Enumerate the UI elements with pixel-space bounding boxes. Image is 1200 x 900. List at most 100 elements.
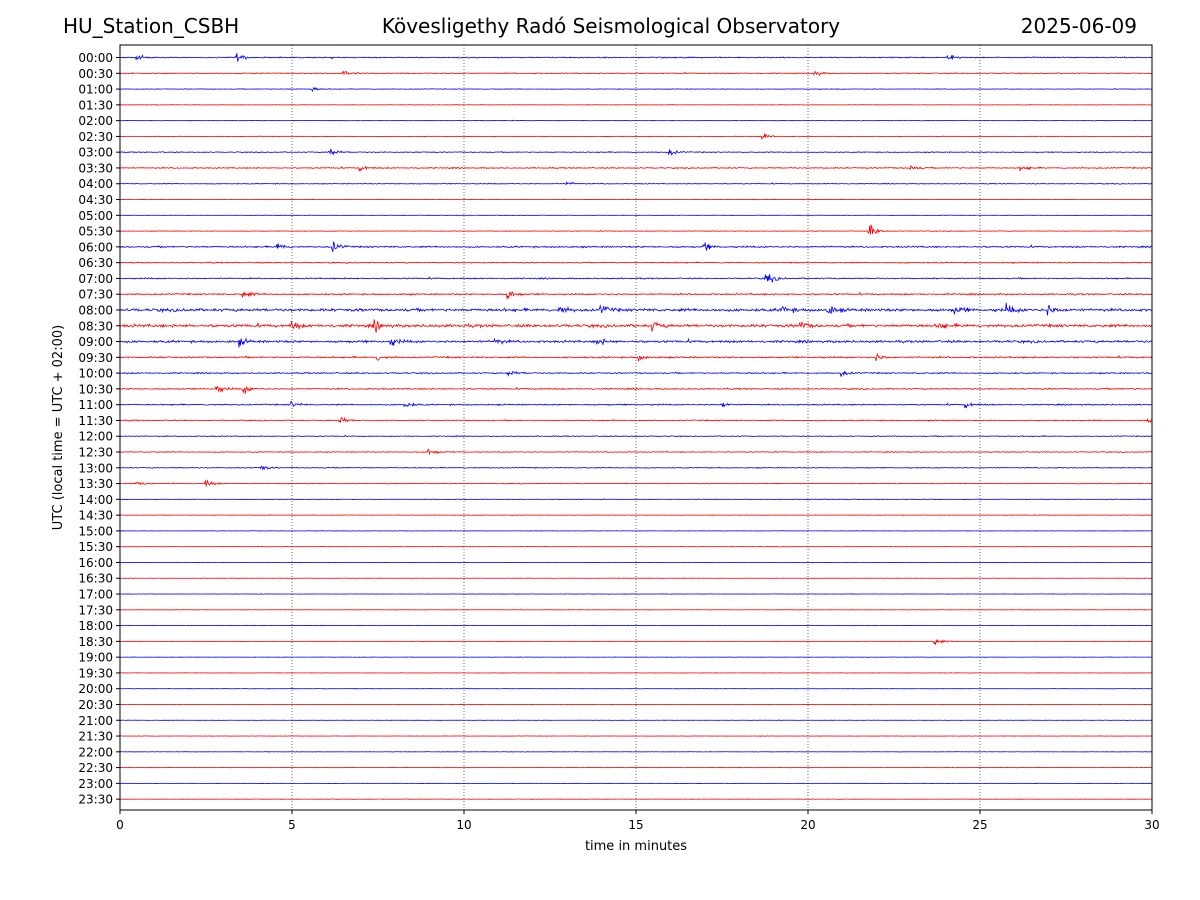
trace-row [119, 624, 1152, 627]
y-tick-label: 18:30 [78, 635, 113, 649]
y-tick-label: 04:00 [78, 177, 113, 191]
trace-row [119, 514, 1152, 516]
y-tick-label: 00:00 [78, 51, 113, 65]
y-tick-label: 07:30 [78, 288, 113, 302]
x-axis-ticks: 0 5 10 15 20 25 30 [116, 810, 1160, 832]
y-tick-label: 09:00 [78, 335, 113, 349]
trace-row [119, 240, 1152, 252]
gridlines [291, 45, 981, 810]
trace-row [119, 719, 1152, 721]
y-tick-label: 13:30 [78, 477, 113, 491]
y-tick-label: 16:30 [78, 572, 113, 586]
x-tick-label: 25 [972, 818, 987, 832]
trace-row [119, 434, 1152, 438]
trace-row [119, 133, 1152, 141]
trace-row [119, 164, 1152, 172]
trace-row [119, 416, 1152, 423]
trace-row [119, 274, 1152, 283]
y-tick-label: 03:30 [78, 161, 113, 175]
trace-row [119, 385, 1153, 394]
y-tick-label: 12:30 [78, 446, 113, 460]
y-tick-label: 01:00 [78, 83, 113, 97]
trace-row [119, 214, 1152, 217]
y-tick-label: 21:30 [78, 730, 113, 744]
y-tick-label: 18:00 [78, 619, 113, 633]
trace-row [119, 119, 1152, 122]
y-tick-label: 17:30 [78, 603, 113, 617]
trace-row [119, 750, 1152, 753]
trace-row [119, 498, 1152, 501]
y-tick-label: 06:00 [78, 240, 113, 254]
y-tick-label: 05:30 [78, 225, 113, 239]
trace-row [119, 224, 1152, 235]
trace-row [119, 319, 1153, 333]
trace-row [119, 530, 1152, 532]
y-tick-label: 22:30 [78, 761, 113, 775]
trace-row [119, 656, 1152, 658]
y-tick-label: 17:00 [78, 588, 113, 602]
y-tick-label: 20:00 [78, 682, 113, 696]
trace-row [119, 70, 1152, 77]
y-tick-label: 14:30 [78, 509, 113, 523]
y-tick-label: 15:00 [78, 524, 113, 538]
x-tick-label: 30 [1144, 818, 1159, 832]
y-tick-label: 16:00 [78, 556, 113, 570]
trace-row [119, 448, 1153, 456]
y-axis-label: UTC (local time = UTC + 02:00) [51, 325, 66, 530]
y-tick-label: 19:30 [78, 666, 113, 680]
trace-row [119, 766, 1152, 769]
trace-row [119, 353, 1153, 362]
trace-row [119, 561, 1152, 564]
trace-row [120, 672, 1152, 674]
y-tick-label: 00:30 [78, 67, 113, 81]
y-tick-label: 19:00 [78, 651, 113, 665]
y-tick-label: 20:30 [78, 698, 113, 712]
y-tick-label: 06:30 [78, 256, 113, 270]
y-tick-label: 03:00 [78, 146, 113, 160]
y-tick-label: 08:00 [78, 303, 113, 317]
trace-row [119, 703, 1152, 706]
seismic-traces [119, 53, 1153, 800]
trace-row [119, 593, 1152, 595]
y-tick-label: 23:00 [78, 777, 113, 791]
y-tick-label: 14:00 [78, 493, 113, 507]
trace-row [119, 302, 1153, 316]
y-tick-label: 11:00 [78, 398, 113, 412]
trace-row [119, 53, 1152, 63]
trace-row [119, 290, 1153, 300]
x-axis-label: time in minutes [585, 839, 687, 854]
trace-row [119, 181, 1152, 186]
x-tick-label: 10 [456, 818, 471, 832]
y-tick-label: 08:30 [78, 319, 113, 333]
y-tick-label: 15:30 [78, 540, 113, 554]
trace-row [119, 337, 1152, 348]
y-tick-label: 05:00 [78, 209, 113, 223]
y-tick-label: 12:00 [78, 430, 113, 444]
x-tick-label: 15 [628, 818, 643, 832]
y-tick-label: 13:00 [78, 461, 113, 475]
trace-row [119, 104, 1152, 106]
trace-row [119, 608, 1152, 611]
trace-row [119, 782, 1152, 785]
y-tick-label: 02:00 [78, 114, 113, 128]
y-tick-label: 10:30 [78, 382, 113, 396]
y-tick-label: 10:00 [78, 367, 113, 381]
x-tick-label: 0 [116, 818, 124, 832]
trace-row [119, 545, 1152, 548]
x-tick-label: 20 [800, 818, 815, 832]
trace-row [119, 198, 1152, 201]
trace-row [119, 479, 1152, 487]
x-tick-label: 5 [288, 818, 296, 832]
y-tick-label: 07:00 [78, 272, 113, 286]
y-tick-label: 22:00 [78, 745, 113, 759]
y-tick-label: 09:30 [78, 351, 113, 365]
date-title: 2025-06-09 [1020, 14, 1137, 38]
y-tick-label: 01:30 [78, 98, 113, 112]
trace-row [119, 86, 1152, 93]
trace-row [119, 400, 1152, 409]
trace-row [119, 261, 1152, 265]
y-tick-label: 11:30 [78, 414, 113, 428]
trace-row [119, 638, 1152, 646]
